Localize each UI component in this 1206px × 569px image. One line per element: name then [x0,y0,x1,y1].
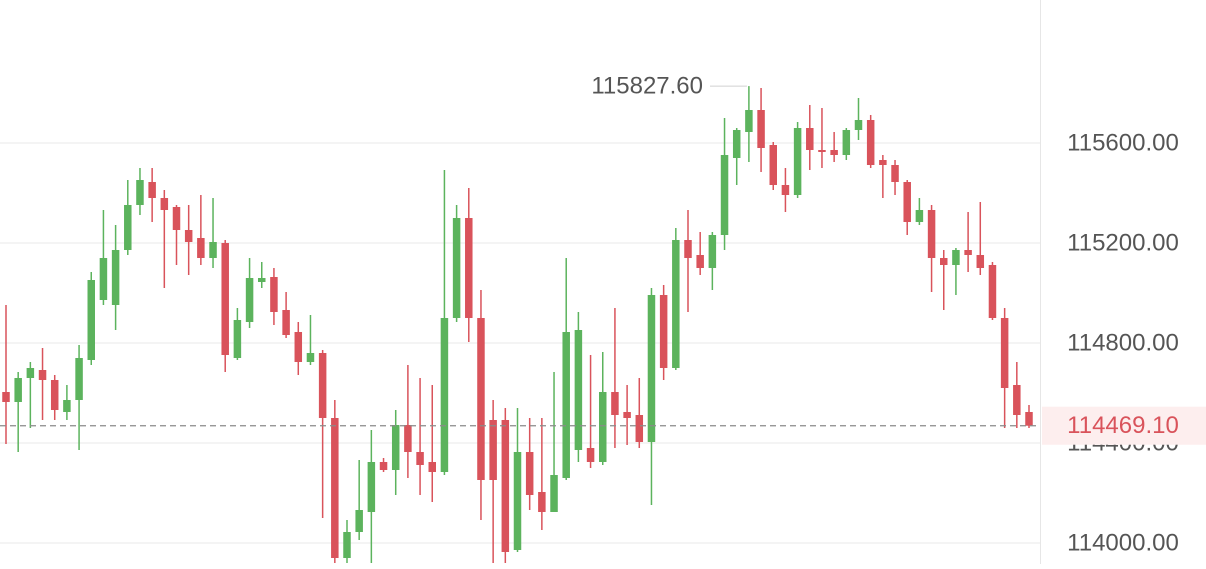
candle-body [659,295,668,368]
candle-body [635,415,644,442]
candle-body [988,265,997,318]
candle-body [854,120,863,130]
candle-body [806,128,814,150]
candle-body [903,182,911,222]
candle-body [562,332,570,478]
candle-body [270,277,278,312]
current-price-box [1042,406,1206,445]
candle-body [818,150,826,152]
candle-body [940,258,948,265]
candle-body [197,238,205,258]
candle-body [647,295,656,442]
candle-body [866,120,875,165]
candle-body [221,243,229,355]
candle-body [611,392,619,415]
candle-body [732,130,741,158]
candle-body [842,130,851,155]
candle-body [136,180,144,205]
y-tick-label: 114800.00 [1067,329,1179,356]
candle-body [184,230,193,242]
candle-body [172,207,181,230]
candle-body [50,380,59,410]
candle-body [26,368,35,378]
candle-body [87,280,95,360]
candle-body [501,420,510,552]
candle-body [306,353,315,362]
candle-body [781,185,790,195]
candle-body [331,418,339,558]
candle-body [720,155,729,235]
candle-body [38,370,47,380]
candle-body [294,332,303,362]
candle-body [379,462,388,470]
candle-body [1025,412,1033,426]
candle-body [391,425,400,470]
candle-body [233,320,242,358]
candle-body [367,462,376,512]
candle-body [525,452,534,495]
candle-body [769,145,777,185]
max-marker-label: 115827.60 [591,72,703,99]
candle-body [14,378,22,402]
candle-body [148,182,156,198]
candle-body [452,218,461,318]
candle-body [623,412,631,418]
candle-body [209,242,217,258]
candle-body [879,160,887,165]
candle-body [489,420,497,480]
y-tick-label: 114000.00 [1067,529,1179,556]
candle-body [599,392,607,462]
candle-body [830,150,838,155]
candle-body [793,128,802,195]
candle-body [915,210,924,222]
candle-body [404,425,412,452]
y-tick-label: 115200.00 [1067,229,1179,256]
candle-body [1013,385,1021,415]
candle-body [245,278,254,322]
candle-body [586,448,595,462]
candle-body [355,510,363,532]
candle-body [708,235,717,268]
candle-body [550,475,558,512]
candle-body [111,250,120,305]
candle-body [952,250,960,265]
candle-body [757,110,765,148]
candle-body [124,205,132,250]
candle-body [416,452,424,465]
candle-body [891,165,899,182]
current-price-label: 114469.10 [1067,412,1179,439]
candle-body [513,452,522,550]
candle-body [1000,318,1009,388]
candle-body [465,218,473,318]
candle-body [684,240,692,258]
candle-body [318,353,327,418]
candle-body [258,278,266,282]
candle-body [927,210,936,258]
candle-body [696,255,704,268]
candle-body [574,330,583,450]
candle-body [2,392,10,402]
candle-body [964,250,972,255]
candle-body [745,110,753,132]
candle-body [672,240,680,368]
candle-body [160,198,169,210]
candle-body [440,318,449,472]
candle-body [99,258,108,300]
candle-body [75,358,83,400]
candle-body [282,310,290,335]
candle-body [343,532,351,558]
candle-body [428,462,436,472]
y-tick-label: 115600.00 [1067,129,1179,156]
candle-body [63,400,71,412]
candle-body [976,255,985,268]
candle-body [538,492,546,512]
candle-body [477,318,485,480]
